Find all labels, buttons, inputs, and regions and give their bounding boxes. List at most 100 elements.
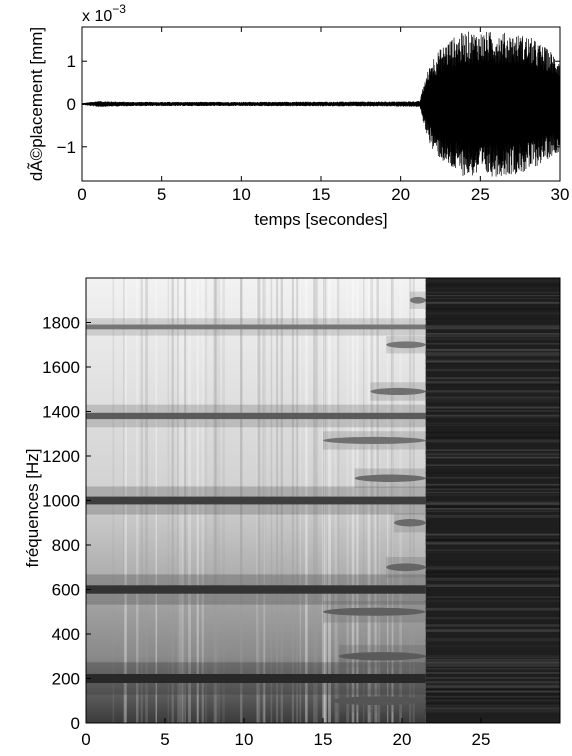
- spectrogram-harmonic-band: [409, 296, 426, 304]
- spectrogram-noise-line: [425, 300, 560, 303]
- spectrogram-noise-line: [425, 579, 560, 581]
- spectrogram-noise-line: [425, 486, 560, 489]
- spectrogram-harmonic-band: [86, 496, 426, 505]
- spectrogram-noise-line: [425, 680, 560, 683]
- spectrogram-y-ticks: 0 200 400 600 800 1000 1200 1400 1600 1800: [42, 314, 91, 733]
- spectrogram-noise-line: [425, 627, 560, 630]
- spectrogram-noise-line: [425, 312, 560, 315]
- spectrogram-noise-line: [425, 491, 560, 494]
- spectrogram-noise-line: [425, 383, 560, 387]
- spectrogram-noise-line: [425, 669, 560, 671]
- spectrogram-harmonic-band: [354, 474, 426, 482]
- spectrogram-noise-line: [425, 401, 560, 403]
- spectrogram-noise-line: [425, 424, 560, 426]
- spectrogram-x-tick-label: 15: [314, 730, 333, 749]
- spectrogram-noise-line: [425, 369, 560, 372]
- spectrogram-noise-line: [425, 471, 560, 474]
- spectrogram-y-tick-label: 800: [52, 536, 80, 555]
- spectrogram-noise-line: [425, 301, 560, 304]
- spectrogram-noise-line: [425, 478, 560, 480]
- spectrogram-noise-line: [425, 679, 560, 682]
- spectrogram-noise-line: [425, 442, 560, 444]
- spectrogram-noise-line: [425, 464, 560, 466]
- spectrogram-noise-line: [425, 507, 560, 510]
- spectrogram-harmonic-band: [394, 519, 426, 527]
- spectrogram-harmonic-band: [323, 436, 426, 444]
- spectrogram-noise-line: [425, 394, 560, 397]
- spectrogram-image-layer: [86, 278, 560, 723]
- spectrogram-y-tick-label: 400: [52, 625, 80, 644]
- spectrogram-noise-line: [425, 488, 560, 491]
- spectrogram-noise-line: [425, 567, 560, 570]
- spectrogram-noise-line: [425, 351, 560, 354]
- spectrogram-y-tick-label: 1200: [42, 447, 80, 466]
- spectrogram-noise-line: [425, 682, 560, 684]
- spectrogram-noise-line: [425, 624, 560, 627]
- spectrogram-noise-line: [425, 629, 560, 631]
- spectrogram-y-axis-label: fréquences [Hz]: [23, 448, 42, 567]
- spectrogram-y-tick-label: 0: [71, 714, 80, 733]
- spectrogram-y-tick-label: 600: [52, 581, 80, 600]
- spectrogram-noise-line: [425, 719, 560, 721]
- spectrogram-noise-line: [425, 664, 560, 667]
- spectrogram-noise-line: [425, 690, 560, 693]
- spectrogram-noise-line: [425, 683, 560, 686]
- spectrogram-harmonic-band: [86, 674, 426, 683]
- spectrogram-noise-line: [425, 688, 560, 691]
- spectrogram-noise-line: [425, 515, 560, 517]
- spectrogram-noise-line: [425, 392, 560, 395]
- spectrogram-noise-line: [425, 436, 560, 439]
- spectrogram-x-tick-label: 10: [235, 730, 254, 749]
- displacement-y-tick-label: −1: [57, 138, 76, 157]
- spectrogram-noise-line: [425, 493, 560, 496]
- spectrogram-noise-line: [425, 710, 560, 713]
- spectrogram-y-tick-label: 1000: [42, 492, 80, 511]
- spectrogram-noise-line: [425, 692, 560, 695]
- spectrogram-noise-line: [425, 575, 560, 578]
- displacement-x-tick-label: 5: [157, 185, 166, 204]
- displacement-x-axis-label: temps [secondes]: [254, 210, 387, 229]
- spectrogram-noise-line: [425, 629, 560, 632]
- spectrogram-noise-line: [425, 551, 560, 554]
- spectrogram-noise-line: [425, 449, 560, 452]
- displacement-series-line: [82, 31, 560, 177]
- spectrogram-noise-line: [425, 414, 560, 417]
- spectrogram-noise-line: [425, 307, 560, 310]
- spectrogram-noise-line: [425, 336, 560, 338]
- spectrogram-noise-line: [425, 287, 560, 290]
- spectrogram-noise-line: [425, 704, 560, 707]
- spectrogram-noise-line: [425, 623, 560, 625]
- spectrogram-noise-line: [425, 453, 560, 456]
- spectrogram-noise-line: [425, 348, 560, 351]
- spectrogram-noise-line: [425, 299, 560, 301]
- spectrogram-noise-line: [425, 509, 560, 511]
- spectrogram-harmonic-band: [386, 563, 426, 572]
- spectrogram-noise-line: [425, 342, 560, 345]
- spectrogram-noise-line: [425, 381, 560, 384]
- spectrogram-noise-line: [425, 638, 560, 640]
- spectrogram-noise-line: [425, 496, 560, 498]
- spectrogram-noise-line: [425, 536, 560, 538]
- spectrogram-noise-line: [425, 291, 560, 294]
- spectrogram-harmonic-band: [370, 387, 426, 396]
- spectrogram-harmonic-band: [86, 412, 426, 420]
- spectrogram-noise-line: [425, 500, 560, 503]
- spectrogram-harmonic-band: [338, 652, 426, 661]
- spectrogram-noise-line: [425, 510, 560, 512]
- spectrogram-noise-line: [425, 703, 560, 706]
- spectrogram-noise-line: [425, 685, 560, 688]
- displacement-x-tick-label: 0: [77, 185, 86, 204]
- spectrogram-noise-line: [425, 504, 560, 507]
- spectrogram-noise-line: [425, 441, 560, 443]
- displacement-x-tick-label: 10: [232, 185, 251, 204]
- spectrogram-noise-line: [425, 337, 560, 341]
- spectrogram-noise-line: [425, 401, 560, 404]
- spectrogram-noise-line: [425, 608, 560, 611]
- spectrogram-noise-line: [425, 483, 560, 486]
- spectrogram-noise-line: [425, 415, 560, 418]
- spectrogram-noise-line: [425, 658, 560, 661]
- spectrogram-noise-line: [425, 452, 560, 454]
- spectrogram-noise-line: [425, 354, 560, 357]
- spectrogram-noise-line: [425, 677, 560, 680]
- spectrogram-noise-line: [425, 324, 560, 327]
